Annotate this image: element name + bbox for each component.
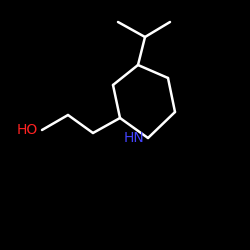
Text: HO: HO	[17, 123, 38, 137]
Text: HN: HN	[123, 131, 144, 145]
